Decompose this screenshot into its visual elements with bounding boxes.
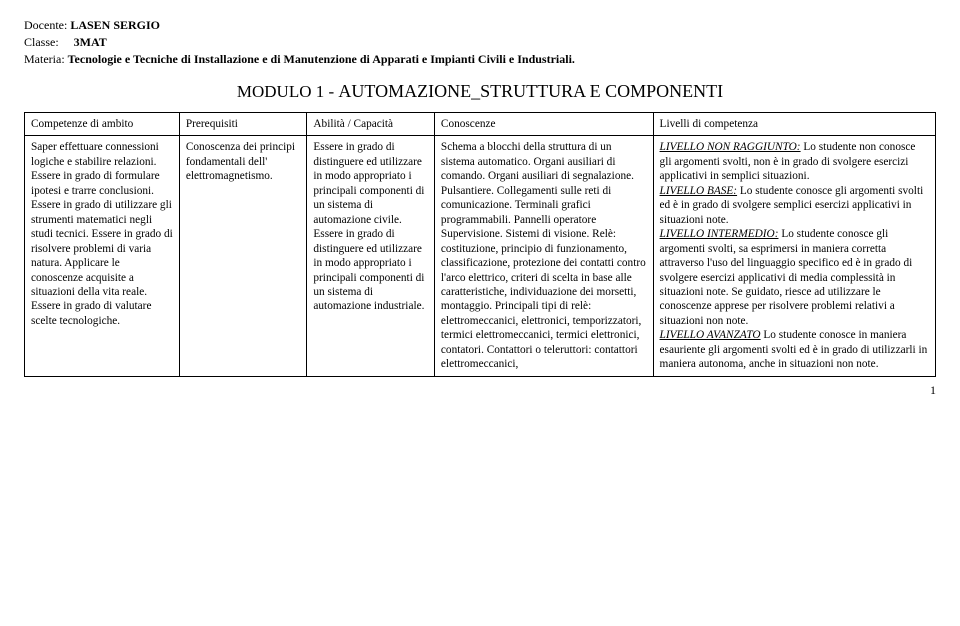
- table-header-row: Competenze di ambito Prerequisiti Abilit…: [25, 113, 936, 136]
- livello-non-raggiunto-label: LIVELLO NON RAGGIUNTO:: [660, 141, 801, 153]
- page-number: 1: [24, 383, 936, 398]
- livello-base-label: LIVELLO BASE:: [660, 185, 738, 197]
- title-prefix: MODULO 1 -: [237, 82, 339, 101]
- classe-label: Classe:: [24, 35, 59, 49]
- docente-label: Docente:: [24, 18, 67, 32]
- cell-competenze: Saper effettuare connessioni logiche e s…: [25, 136, 180, 376]
- cell-abilita: Essere in grado di distinguere ed utiliz…: [307, 136, 435, 376]
- livello-intermedio-text: Lo studente conosce gli argomenti svolti…: [660, 228, 913, 327]
- col-header-competenze: Competenze di ambito: [25, 113, 180, 136]
- cell-livelli: LIVELLO NON RAGGIUNTO: Lo studente non c…: [653, 136, 935, 376]
- cell-prerequisiti: Conoscenza dei principi fondamentali del…: [179, 136, 307, 376]
- livello-intermedio-label: LIVELLO INTERMEDIO:: [660, 228, 779, 240]
- table-row: Saper effettuare connessioni logiche e s…: [25, 136, 936, 376]
- syllabus-table: Competenze di ambito Prerequisiti Abilit…: [24, 112, 936, 377]
- col-header-conoscenze: Conoscenze: [434, 113, 653, 136]
- header-classe: Classe: 3MAT: [24, 35, 936, 50]
- classe-value: 3MAT: [74, 35, 107, 49]
- module-title: MODULO 1 - AUTOMAZIONE_STRUTTURA E COMPO…: [24, 81, 936, 102]
- header-materia: Materia: Tecnologie e Tecniche di Instal…: [24, 52, 936, 67]
- col-header-prerequisiti: Prerequisiti: [179, 113, 307, 136]
- title-main: AUTOMAZIONE_STRUTTURA E COMPONENTI: [338, 81, 723, 101]
- materia-label: Materia:: [24, 52, 65, 66]
- livello-avanzato-label: LIVELLO AVANZATO: [660, 329, 761, 341]
- materia-value: Tecnologie e Tecniche di Installazione e…: [68, 52, 575, 66]
- cell-conoscenze: Schema a blocchi della struttura di un s…: [434, 136, 653, 376]
- col-header-abilita: Abilità / Capacità: [307, 113, 435, 136]
- docente-value: LASEN SERGIO: [70, 18, 160, 32]
- col-header-livelli: Livelli di competenza: [653, 113, 935, 136]
- header-docente: Docente: LASEN SERGIO: [24, 18, 936, 33]
